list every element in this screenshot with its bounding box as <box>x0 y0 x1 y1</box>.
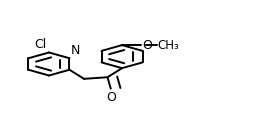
Text: O: O <box>142 39 152 52</box>
Text: CH₃: CH₃ <box>157 39 179 52</box>
Text: O: O <box>106 91 116 104</box>
Text: N: N <box>70 44 80 57</box>
Text: Cl: Cl <box>34 38 46 51</box>
